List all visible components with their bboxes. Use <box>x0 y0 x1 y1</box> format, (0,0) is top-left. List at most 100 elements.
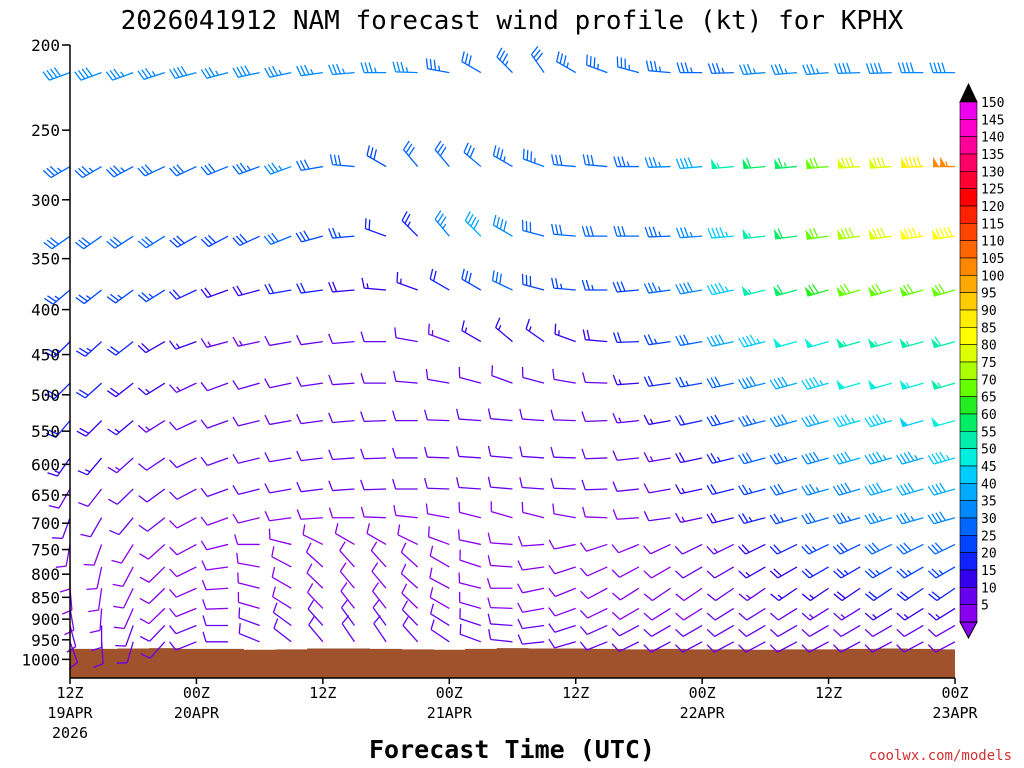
barb-feather-full <box>555 154 559 166</box>
barb-feather-full <box>643 414 650 425</box>
barb-feather-half <box>713 548 719 553</box>
barb-feather-full <box>868 591 878 599</box>
barb-feather-full <box>44 297 54 305</box>
barb-feather-full <box>232 165 240 175</box>
barb-feather-full <box>522 148 525 160</box>
barb-feather-full <box>200 456 208 466</box>
wind-barb <box>706 512 734 524</box>
wind-barb <box>200 67 229 79</box>
barb-feather-full <box>487 532 492 544</box>
barb-shaft <box>176 566 197 578</box>
wind-barb <box>899 379 924 390</box>
barb-feather-full <box>202 615 207 626</box>
barb-shaft <box>490 638 513 643</box>
barb-feather-half <box>148 293 154 298</box>
barb-feather-half <box>560 283 563 289</box>
barb-feather-full <box>911 227 918 238</box>
barb-feather-full <box>141 342 150 352</box>
wind-barb <box>517 634 545 645</box>
colorbar-swatch <box>959 153 978 172</box>
barb-feather-full <box>169 421 177 431</box>
barb-feather-half <box>874 340 879 347</box>
barb-feather-half <box>819 380 824 386</box>
wind-barb <box>202 631 229 643</box>
barb-shaft <box>586 543 608 552</box>
wind-barb <box>366 145 387 168</box>
barb-shaft <box>176 587 197 598</box>
barb-feather-full <box>457 529 461 540</box>
wind-barb <box>169 517 197 529</box>
barb-feather-half <box>752 68 756 74</box>
barb-feather-full <box>467 213 474 224</box>
barb-shaft <box>459 511 482 519</box>
barb-feather-full <box>683 227 689 238</box>
wind-barb <box>491 365 513 384</box>
barb-feather-full <box>745 452 753 462</box>
barb-shaft <box>176 543 197 556</box>
wind-barb <box>896 641 924 653</box>
wind-barb <box>896 482 924 496</box>
barb-shaft <box>176 488 197 500</box>
wind-barb <box>867 338 892 349</box>
barb-shaft <box>122 566 134 587</box>
colorbar-label: 105 <box>981 252 1004 267</box>
wind-barb <box>581 279 608 291</box>
barb-feather-full <box>139 635 150 642</box>
wind-barb <box>643 607 671 621</box>
barb-feather-full <box>840 228 847 239</box>
barb-feather-half <box>724 286 729 292</box>
barb-feather-full <box>113 605 124 609</box>
barb-feather-full <box>769 570 779 579</box>
wind-barb <box>931 379 956 390</box>
barb-feather-half <box>145 426 150 431</box>
barb-feather-full <box>675 453 682 463</box>
barb-feather-half <box>907 569 912 575</box>
barb-feather-full <box>83 563 95 566</box>
wind-barb <box>93 641 104 669</box>
barb-feather-full <box>85 67 93 77</box>
x-tick-label: 00Z <box>941 684 968 702</box>
barb-shaft <box>239 632 260 643</box>
barb-shaft <box>269 340 292 347</box>
barb-feather-full <box>937 62 942 73</box>
barb-feather-full <box>107 466 118 474</box>
barb-feather-full <box>877 62 883 74</box>
wind-barb <box>487 532 513 546</box>
barb-feather-full <box>137 167 146 177</box>
barb-shaft <box>58 488 71 509</box>
colorbar-label: 130 <box>981 165 1004 180</box>
wind-barb <box>868 227 892 240</box>
barb-feather-full <box>168 641 177 651</box>
barb-feather-full <box>559 53 564 64</box>
barb-feather-half <box>503 156 506 162</box>
wind-barb <box>200 381 229 392</box>
barb-feather-full <box>927 570 937 579</box>
colorbar-swatch <box>959 483 978 501</box>
barb-shaft <box>207 517 229 526</box>
barb-feather-full <box>738 514 745 524</box>
wind-barb <box>461 51 482 74</box>
wind-barb <box>551 223 576 237</box>
barb-feather-full <box>674 545 683 555</box>
wind-barb <box>552 503 576 519</box>
wind-barb <box>645 60 671 74</box>
barb-feather-full <box>836 513 844 524</box>
barb-shaft <box>206 543 229 551</box>
barb-feather-half <box>215 70 219 76</box>
wind-barb <box>271 586 292 609</box>
barb-feather-full <box>585 225 590 237</box>
barb-shaft <box>332 457 355 461</box>
barb-feather-full <box>46 70 54 80</box>
wind-barb <box>769 543 798 555</box>
barb-feather-full <box>927 454 935 465</box>
barb-feather-full <box>738 545 747 555</box>
wind-barb <box>295 159 323 172</box>
wind-barb <box>801 543 829 555</box>
barb-shaft <box>587 587 608 600</box>
barb-feather-full <box>468 272 472 284</box>
barb-feather-full <box>364 62 369 73</box>
barb-feather-full <box>612 281 618 293</box>
barb-shaft <box>395 337 418 343</box>
barb-feather-full <box>424 446 428 458</box>
barb-shaft <box>491 511 513 519</box>
